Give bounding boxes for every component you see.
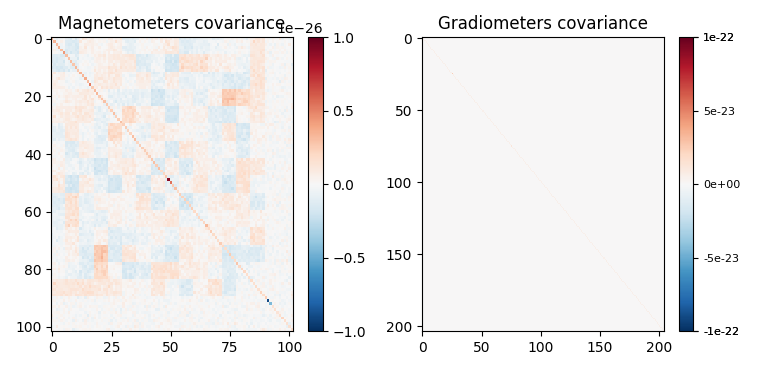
Title: Magnetometers covariance: Magnetometers covariance <box>59 15 286 33</box>
Title: Gradiometers covariance: Gradiometers covariance <box>438 15 648 33</box>
